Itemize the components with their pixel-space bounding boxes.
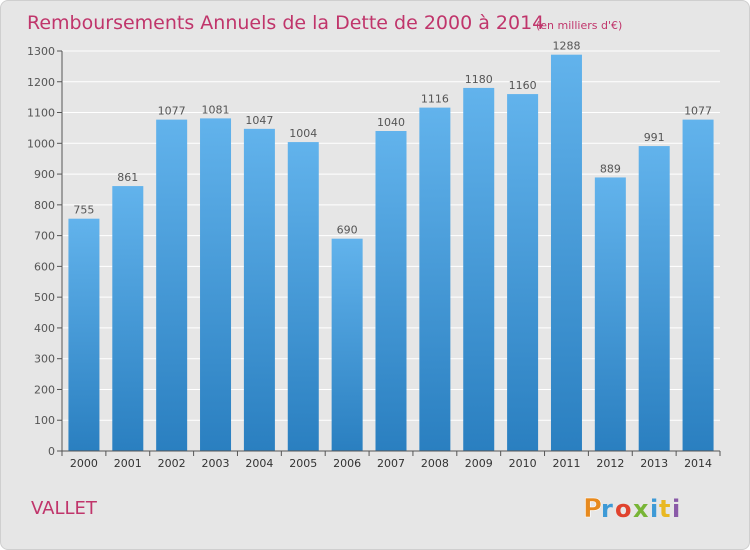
y-tick-label: 1100 [27,107,55,120]
data-label-2008: 1116 [421,93,449,106]
data-label-2013: 991 [644,131,665,144]
proxiti-logo: P r o x i t i [583,494,681,525]
svg-text:r: r [601,495,613,523]
y-tick-label: 900 [34,168,55,181]
bars: 755 861 1077 1081 1047 1004 690 1040 1116 1180 116… [68,40,714,452]
bar-2010 [507,94,539,452]
bar-2006 [331,238,363,451]
svg-text:t: t [659,495,670,523]
x-tick-label-2006: 2006 [333,457,361,470]
y-tick-label: 800 [34,199,55,212]
x-tick-label-2005: 2005 [289,457,317,470]
svg-text:i: i [672,495,680,523]
y-tick-label: 100 [34,414,55,427]
y-tick-label: 700 [34,230,55,243]
data-label-2012: 889 [600,162,621,175]
bar-2008 [419,107,451,451]
x-tick-label-2012: 2012 [596,457,624,470]
bar-2013 [638,146,670,452]
y-tick-label: 400 [34,322,55,335]
x-tick-label-2000: 2000 [70,457,98,470]
x-tick-label-2010: 2010 [509,457,537,470]
data-label-2001: 861 [117,171,138,184]
data-label-2011: 1288 [552,40,580,53]
svg-text:x: x [633,495,649,523]
x-axis: 2000 2001 2002 2003 2004 2005 2006 2007 2008 2009… [61,450,721,470]
y-tick-label: 0 [48,445,55,458]
data-label-2004: 1047 [245,114,273,127]
y-tick-label: 300 [34,353,55,366]
y-tick-label: 1000 [27,137,55,150]
bar-2005 [287,142,319,452]
y-axis: 0 100 200 300 400 500 600 700 800 900 1000 1100 1200… [27,45,63,458]
data-label-2000: 755 [73,204,94,217]
chart-subtitle: (en milliers d'€) [536,19,622,32]
x-tick-label-2004: 2004 [245,457,273,470]
bar-2007 [375,131,407,451]
y-tick-label: 200 [34,383,55,396]
svg-text:o: o [615,495,632,523]
data-label-2003: 1081 [202,103,230,116]
data-label-2007: 1040 [377,116,405,129]
x-tick-label-2002: 2002 [158,457,186,470]
bar-2014 [682,119,714,451]
data-label-2005: 1004 [289,127,317,140]
bar-2000 [68,218,100,451]
commune-name: VALLET [31,498,98,519]
bar-2009 [463,87,495,451]
bar-2003 [200,118,232,451]
bar-2012 [594,177,626,451]
x-tick-label-2011: 2011 [552,457,580,470]
y-tick-label: 600 [34,260,55,273]
y-tick-label: 1200 [27,76,55,89]
x-tick-label-2009: 2009 [465,457,493,470]
svg-text:i: i [650,495,658,523]
y-tick-label: 500 [34,291,55,304]
data-label-2010: 1160 [509,79,537,92]
x-tick-label-2001: 2001 [114,457,142,470]
svg-text:P: P [583,494,602,524]
x-tick-label-2014: 2014 [684,457,712,470]
x-tick-label-2003: 2003 [202,457,230,470]
y-tick-label: 1300 [27,45,55,58]
data-label-2009: 1180 [465,73,493,86]
bar-2011 [550,54,582,451]
data-label-2002: 1077 [158,105,186,118]
data-label-2006: 690 [337,224,358,237]
data-label-2014: 1077 [684,105,712,118]
x-tick-label-2013: 2013 [640,457,668,470]
x-tick-label-2008: 2008 [421,457,449,470]
bar-2001 [112,186,144,452]
bar-2002 [156,119,188,451]
x-tick-label-2007: 2007 [377,457,405,470]
bar-2004 [243,128,275,451]
chart-title: Remboursements Annuels de la Dette de 20… [27,12,544,34]
